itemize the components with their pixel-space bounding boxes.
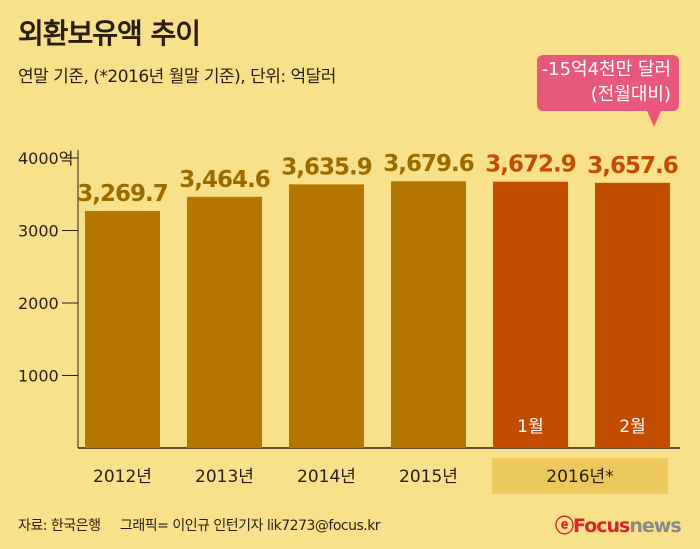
callout-line2: (전월대비): [590, 84, 671, 105]
chart-subtitle: 연말 기준, (*2016년 월말 기준), 단위: 억달러: [18, 67, 336, 87]
month-label: 1월: [517, 417, 543, 437]
x-tick-label: 2014년: [297, 467, 356, 487]
x-tick-label: 2015년: [399, 467, 458, 487]
group-highlight: [492, 458, 668, 494]
callout-line1: -15억4천만 달러: [541, 59, 671, 80]
source-text: 자료: 한국은행: [18, 518, 101, 534]
y-tick-label: 3000: [18, 222, 59, 241]
data-label: 3,672.9: [485, 152, 576, 178]
credit-text: 그래픽= 이인규 인턴기자 lik7273@focus.kr: [120, 518, 381, 534]
bar: [289, 184, 364, 448]
data-label: 3,635.9: [281, 154, 372, 180]
focus-news-logo: ⓔFocusnews: [555, 515, 682, 537]
group-label: 2016년*: [546, 467, 613, 487]
data-label: 3,464.6: [179, 167, 270, 193]
bar: [187, 196, 262, 448]
y-tick-label: 2000: [18, 294, 59, 313]
month-label: 2월: [619, 417, 645, 437]
y-tick-label: 1000: [18, 367, 59, 386]
data-label: 3,657.6: [587, 153, 678, 179]
chart-title: 외환보유액 추이: [18, 17, 201, 50]
bar: [85, 210, 160, 448]
bar: [391, 181, 466, 448]
bar: [493, 181, 568, 448]
y-tick-label: 4000억: [18, 149, 73, 168]
x-tick-label: 2012년: [93, 467, 152, 487]
x-tick-label: 2013년: [195, 467, 254, 487]
bar: [595, 182, 670, 448]
data-label: 3,269.7: [77, 181, 168, 207]
change-callout: -15억4천만 달러 (전월대비): [537, 55, 679, 127]
data-label: 3,679.6: [383, 151, 474, 177]
